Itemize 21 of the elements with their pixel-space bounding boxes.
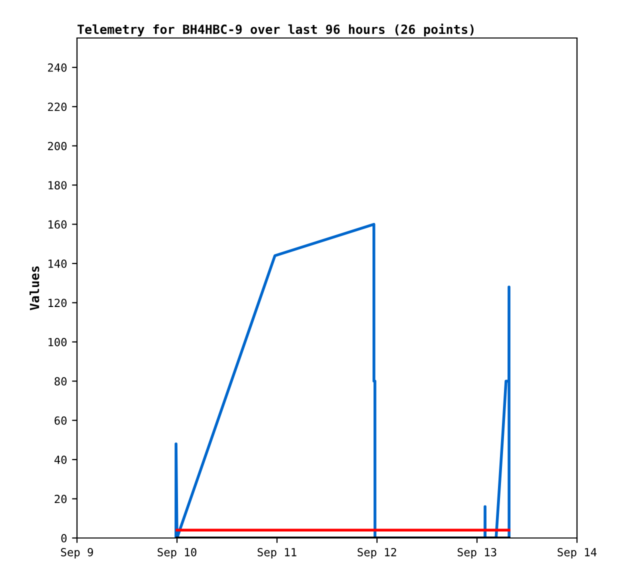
x-tick-label: Sep 11 (258, 548, 296, 559)
y-tick-label: 120 (48, 298, 67, 308)
x-tick-label: Sep 14 (558, 548, 597, 559)
y-tick-label: 140 (48, 259, 67, 268)
y-tick-label: 40 (54, 456, 67, 464)
x-tick-label: Sep 12 (358, 548, 396, 559)
y-tick-label: 100 (48, 338, 67, 346)
y-tick-label: 20 (54, 494, 67, 504)
y-tick-label: 80 (54, 377, 67, 386)
y-axis-title: Values (30, 266, 40, 310)
chart-title: Telemetry for BH4HBC-9 over last 96 hours (26 points) (78, 24, 474, 36)
y-tick-label: 240 (48, 63, 67, 72)
y-tick-label: 0 (61, 534, 67, 542)
y-tick-label: 60 (54, 416, 67, 425)
x-tick-label: Sep 13 (458, 548, 496, 559)
y-tick-label: 160 (48, 220, 67, 229)
y-tick-label: 180 (48, 181, 67, 190)
y-tick-label: 220 (48, 102, 67, 112)
x-tick-label: Sep 9 (61, 548, 93, 559)
y-tick-label: 200 (48, 142, 67, 150)
x-tick-label: Sep 10 (158, 548, 196, 559)
